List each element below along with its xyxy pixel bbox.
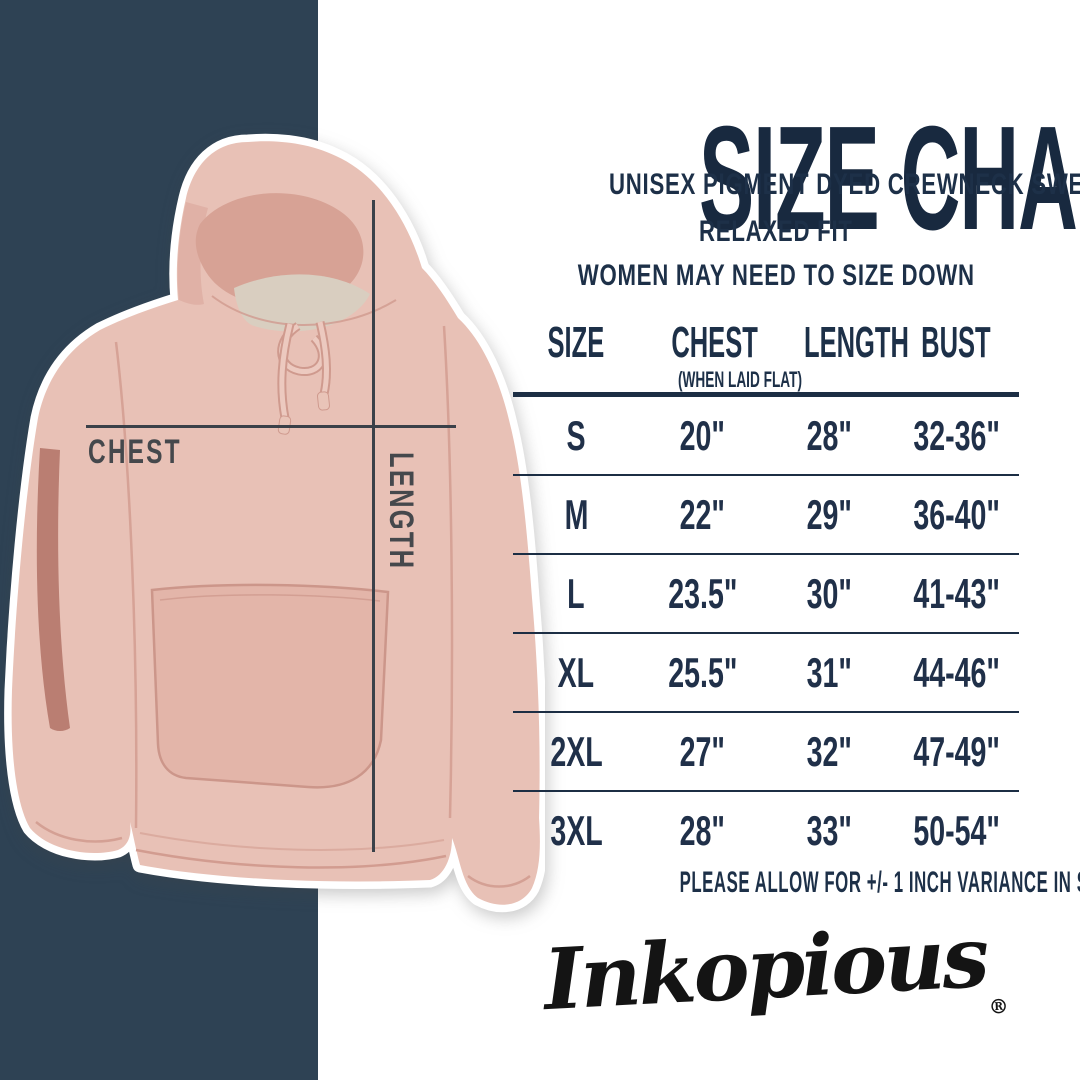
cell-length: 29" [806,490,852,538]
length-measure-line [372,200,375,852]
length-label: LENGTH [382,452,420,571]
drawstrings [277,320,332,435]
registered-trademark-icon: ® [988,993,1010,1019]
cell-bust: 44-46" [912,648,1000,696]
cell-size: XL [557,648,595,696]
cell-bust: 36-40" [912,490,1000,538]
hem-band [135,848,447,869]
cell-chest: 23.5" [668,569,738,617]
header-chest: CHEST (WHEN LAID FLAT) [640,319,802,393]
brand-logo: Inkopious® [508,907,1043,1030]
left-seam [114,341,138,829]
cell-chest: 28" [680,806,726,854]
cell-size: 2XL [550,727,603,775]
right-seam [442,325,454,819]
table-row: M 22" 29" 36-40" [513,476,1019,555]
cell-chest: 20" [680,411,726,459]
cell-length: 31" [806,648,852,696]
cell-bust: 50-54" [912,806,1000,854]
header-bust: BUST [921,318,991,367]
kangaroo-pocket [150,583,390,789]
pocket-stitch [159,594,381,602]
brand-name: Inkopious [541,907,989,1030]
hoodie-photo [4,133,545,913]
table-row: 2XL 27" 32" 47-49" [513,713,1019,792]
header-length: LENGTH [803,318,909,367]
cell-bust: 47-49" [912,727,1000,775]
header-size: SIZE [547,318,605,367]
page-title: SIZE CHART [698,96,1080,262]
table-row: L 23.5" 30" 41-43" [513,555,1019,634]
hoodie-silhouette [4,133,545,913]
hem-band-upper [139,832,445,851]
chest-label: CHEST [88,433,182,471]
cell-length: 32" [806,727,852,775]
subtitle-fit: RELAXED FIT [698,215,853,248]
cell-size: 3XL [550,806,603,854]
hood-inner-collar [234,274,370,332]
cell-length: 33" [806,806,852,854]
subtitle-sizing-note: WOMEN MAY NEED TO SIZE DOWN [577,259,975,292]
table-row: 3XL 28" 33" 50-54" [513,792,1019,869]
variance-note: PLEASE ALLOW FOR +/- 1 INCH VARIANCE IN … [679,866,1080,899]
table-row: S 20" 28" 32-36" [513,397,1019,476]
cell-size: L [567,569,585,617]
chest-measure-line [86,425,456,428]
table-row: XL 25.5" 31" 44-46" [513,634,1019,713]
cell-length: 30" [806,569,852,617]
cell-length: 28" [806,411,852,459]
right-cuff-seam [467,874,531,888]
cell-chest: 25.5" [668,648,738,696]
size-table-header: SIZE CHEST (WHEN LAID FLAT) LENGTH BUST [513,318,1019,397]
cell-size: S [566,411,586,459]
size-table: SIZE CHEST (WHEN LAID FLAT) LENGTH BUST … [513,318,1019,869]
cell-bust: 41-43" [912,569,1000,617]
subtitle-product: UNISEX PIGMENT DYED CREWNECK SWEATSHIRT [608,168,1080,201]
left-cuff-seam [35,821,123,843]
cell-size: M [564,490,589,538]
sleeve-crease-shadow [36,448,70,731]
cell-bust: 32-36" [912,411,1000,459]
cell-chest: 22" [680,490,726,538]
cell-chest: 27" [680,727,726,775]
chest-subnote: (WHEN LAID FLAT) [677,367,802,393]
